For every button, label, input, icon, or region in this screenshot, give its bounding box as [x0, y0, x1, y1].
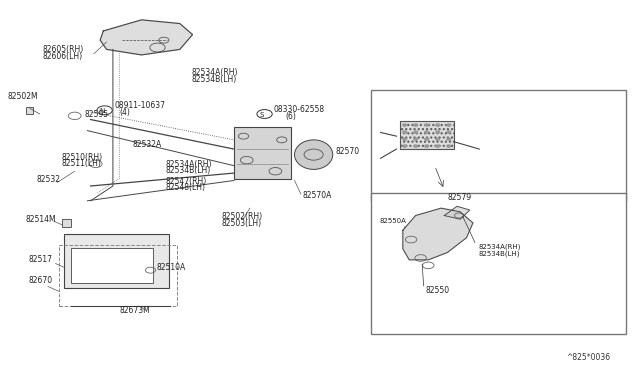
Bar [399, 121, 454, 149]
Circle shape [436, 131, 440, 133]
Circle shape [403, 138, 406, 140]
Text: 08330-62558: 08330-62558 [273, 105, 324, 114]
Text: 82534A(RH): 82534A(RH) [478, 244, 520, 250]
Text: ^825*0036: ^825*0036 [566, 353, 610, 362]
Text: 82550: 82550 [425, 286, 449, 295]
Text: 82503(LH): 82503(LH) [221, 218, 261, 228]
Text: (4): (4) [119, 108, 130, 117]
Polygon shape [100, 20, 193, 55]
Text: 82570: 82570 [336, 147, 360, 156]
Circle shape [447, 145, 451, 147]
Text: 82606(LH): 82606(LH) [42, 52, 83, 61]
Text: 82502(RH): 82502(RH) [221, 212, 262, 221]
Text: 82595: 82595 [84, 110, 108, 119]
Circle shape [447, 131, 451, 133]
Circle shape [414, 138, 418, 140]
Text: S: S [260, 112, 264, 118]
Text: 82579: 82579 [447, 193, 472, 202]
Text: 82670: 82670 [28, 276, 52, 285]
Circle shape [447, 138, 451, 140]
Bar [59, 245, 177, 306]
Text: 82550A: 82550A [380, 218, 407, 224]
Polygon shape [403, 208, 473, 260]
Bar [371, 90, 626, 201]
Text: 82510(RH): 82510(RH) [62, 153, 103, 162]
Text: 08911-10637: 08911-10637 [115, 102, 166, 110]
Circle shape [436, 138, 440, 140]
Bar [371, 193, 626, 334]
Bar [234, 127, 291, 179]
Text: 82511(LH): 82511(LH) [62, 160, 102, 169]
Text: 82548(LH): 82548(LH) [166, 183, 206, 192]
Text: 82502M: 82502M [8, 92, 38, 101]
Text: N: N [99, 108, 105, 115]
Text: 82534B(LH): 82534B(LH) [191, 74, 237, 83]
Circle shape [403, 124, 406, 126]
Circle shape [447, 124, 451, 126]
Circle shape [436, 145, 440, 147]
Circle shape [414, 131, 418, 133]
Circle shape [403, 145, 406, 147]
Polygon shape [444, 206, 470, 219]
Text: 82517: 82517 [28, 255, 52, 264]
Text: 82510A: 82510A [156, 263, 186, 272]
Circle shape [425, 145, 429, 147]
Text: 82570A: 82570A [302, 191, 332, 200]
Text: 82532: 82532 [36, 175, 60, 184]
Text: 82547(RH): 82547(RH) [166, 177, 207, 186]
Text: 82514M: 82514M [26, 215, 56, 224]
Circle shape [403, 131, 406, 133]
Text: 82532A: 82532A [132, 140, 161, 149]
Text: 82605(RH): 82605(RH) [42, 45, 83, 54]
Text: 82534A(RH): 82534A(RH) [191, 68, 238, 77]
Bar [72, 248, 153, 283]
Text: (6): (6) [285, 112, 296, 121]
Circle shape [436, 124, 440, 126]
Text: 82673M: 82673M [119, 307, 150, 315]
Circle shape [414, 124, 418, 126]
Ellipse shape [294, 140, 333, 169]
Circle shape [425, 138, 429, 140]
Circle shape [425, 131, 429, 133]
Bar [62, 219, 71, 227]
Text: 82534A(RH): 82534A(RH) [166, 160, 212, 169]
Text: 82534B(LH): 82534B(LH) [478, 250, 520, 257]
Text: 82534B(LH): 82534B(LH) [166, 166, 211, 175]
Bar [64, 234, 169, 288]
Circle shape [425, 124, 429, 126]
Circle shape [414, 145, 418, 147]
Bar [26, 107, 33, 114]
